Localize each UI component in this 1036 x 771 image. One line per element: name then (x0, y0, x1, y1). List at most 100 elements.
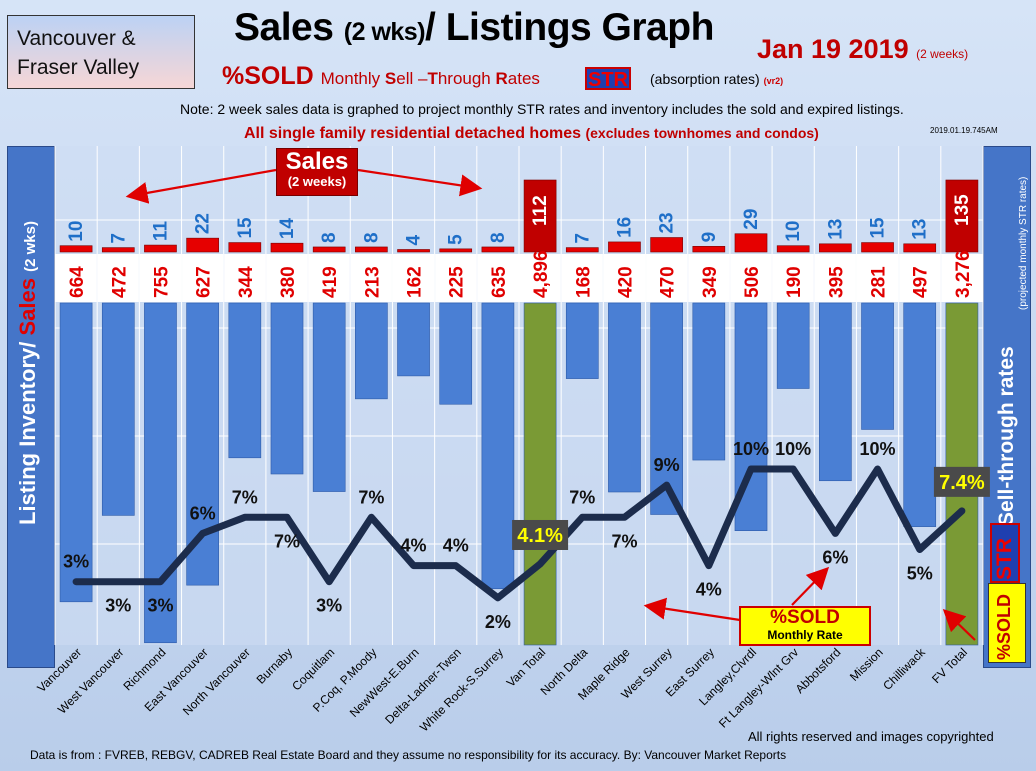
sold-side-badge (988, 583, 1026, 663)
percent-label: 4% (696, 580, 722, 600)
sales-value-label: 29 (741, 209, 762, 230)
inventory-value-label: 4,896 (531, 250, 552, 298)
str-badge: STR (585, 67, 631, 91)
inventory-bar (397, 302, 430, 377)
sales-value-label: 4 (404, 234, 425, 245)
subtitle-monthly: Monthly (320, 69, 381, 88)
region-line-2: Fraser Valley (17, 56, 140, 79)
sales-bar (861, 242, 894, 253)
sales-bar (144, 244, 177, 253)
percent-label: 3% (316, 596, 342, 616)
category-label: Delta-Ladner-Twsn (382, 645, 464, 727)
sales-value-label: 10 (783, 221, 804, 242)
inventory-value-label: 395 (826, 266, 847, 298)
sales-bar (439, 248, 473, 253)
sell-through-polyline (72, 465, 966, 602)
inventory-value-label: 470 (658, 266, 679, 298)
sell-through-line (72, 465, 966, 602)
sold-callout-title: %SOLD (770, 607, 840, 628)
inventory-label-bg (519, 254, 561, 302)
category-label: Abbotsford (793, 645, 844, 696)
property-type-note: All single family residential detached h… (244, 125, 819, 143)
percent-label: 7% (358, 487, 384, 507)
inventory-value-label: 281 (869, 266, 890, 298)
inventory-value-label: 213 (362, 266, 383, 298)
inventory-label-bg (224, 254, 266, 302)
inventory-label-bg (182, 254, 224, 302)
inventory-label-bg (477, 254, 519, 302)
inventory-bar (439, 302, 473, 405)
inventory-label-bg (941, 254, 983, 302)
inventory-label-bg (435, 254, 477, 302)
sales-value-label: 7 (108, 233, 129, 244)
chart-title: Sales (2 wks)/ Listings Graph (234, 6, 714, 50)
sales-bar (355, 246, 388, 253)
chart-subtitle: %SOLD Monthly Sell –Through Rates (222, 62, 540, 91)
inventory-value-label: 349 (700, 266, 721, 298)
copyright-note: All rights reserved and images copyright… (748, 729, 994, 744)
sales-value-label: 15 (868, 217, 889, 239)
percent-label: 7% (611, 531, 637, 551)
inventory-label-bg (688, 254, 730, 302)
inventory-value-label: 755 (151, 266, 172, 298)
inventory-bar (59, 302, 93, 603)
sales-bar (270, 242, 304, 253)
sales-value-label: 9 (699, 232, 720, 243)
absorption-note: (absorption rates) (vr2) (650, 71, 783, 87)
percent-labels: 3% 3% 3% 6% 7% 7% 3% 7% 4% 4% 2% 4.1% 7% 7% 9% 4% 10% 10%… (63, 439, 990, 632)
sales-value-label: 10 (66, 221, 87, 242)
percent-label: 7% (569, 487, 595, 507)
sales-bar (776, 245, 810, 253)
source-note: Data is from : FVREB, REBGV, CADREB Real… (30, 748, 787, 762)
percent-label: 10% (860, 439, 896, 459)
inventory-bar (692, 302, 726, 461)
inventory-value-label: 3,276 (953, 250, 974, 298)
percent-label: 6% (190, 503, 216, 523)
inventory-bar (101, 302, 135, 516)
inventory-value-label: 380 (278, 266, 299, 298)
sales-callout-title: Sales (285, 148, 349, 175)
sales-value-label: 13 (825, 219, 846, 240)
inventory-value-label: 497 (911, 266, 932, 298)
total-percent-label: 4.1% (517, 525, 563, 547)
sales-bar (903, 243, 937, 253)
category-label: Chilliwack (880, 645, 928, 693)
inventory-bar (650, 302, 683, 515)
region-line-1: Vancouver & (17, 27, 136, 50)
inventory-label-bg (350, 254, 392, 302)
str-side-badge (990, 523, 1020, 583)
sales-value-label: 11 (150, 221, 171, 242)
category-label: Ft Langley-Wlnt Grv (716, 645, 801, 730)
percent-label: 7% (232, 487, 258, 507)
sales-bar (186, 237, 219, 253)
inventory-label-bg (899, 254, 941, 302)
total-percent-label: 7.4% (939, 472, 985, 494)
sales-value-label: 16 (614, 217, 635, 238)
sales-bar (819, 243, 852, 253)
sales-bar (101, 247, 135, 253)
inventory-label-bg (139, 254, 182, 302)
inventory-bar (355, 302, 388, 400)
inventory-label-bg (266, 254, 308, 302)
total-percent-bg (933, 466, 990, 497)
inventory-bar (903, 302, 937, 527)
sales-value-label: 8 (488, 232, 509, 243)
subtitle-s: S (384, 69, 397, 88)
percent-label: 4% (401, 536, 427, 556)
sales-bar (945, 179, 979, 253)
property-type-exclusion: (excludes townhomes and condos) (585, 125, 819, 141)
inventory-value-label: 420 (615, 266, 636, 298)
inventory-value-label: 225 (447, 266, 468, 298)
sales-value-label: 13 (910, 219, 931, 240)
chart-title-rest: / Listings Graph (425, 6, 714, 49)
region-box: Vancouver & Fraser Valley (7, 15, 195, 89)
inventory-label-bg (97, 254, 139, 302)
report-date-period: (2 weeks) (916, 47, 969, 61)
callout-arrow (791, 566, 830, 606)
category-label: Mission (847, 645, 886, 684)
sales-value-label: 5 (446, 234, 467, 245)
category-label: White Rock-S.Surrey (417, 645, 506, 734)
percent-label: 7% (274, 531, 300, 551)
sales-bar (481, 246, 515, 253)
inventory-label-bg (856, 254, 899, 302)
